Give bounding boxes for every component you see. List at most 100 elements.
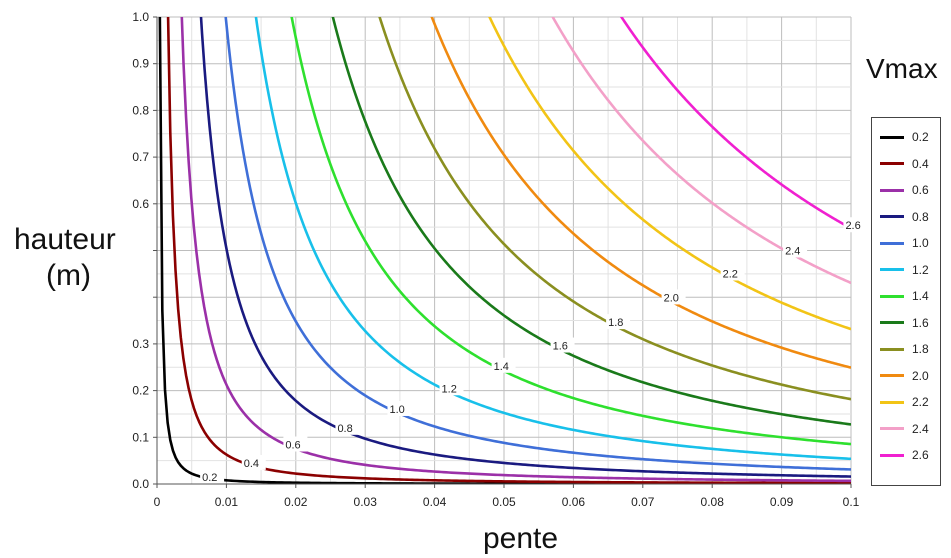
legend-item: 2.2 (872, 389, 940, 416)
curve-label-1.8: 1.8 (608, 317, 623, 329)
y-tick-label: 0.9 (132, 57, 149, 71)
series-line-1.2 (254, 17, 851, 461)
y-tick-labels: 0.0 0.1 0.2 0.3 0.6 0.7 0.8 0.9 1.0 (132, 10, 157, 491)
legend-item: 2.4 (872, 416, 940, 443)
curve-label-bg (387, 400, 412, 416)
x-tick-labels: 0 0.01 0.02 0.03 0.04 0.05 0.06 0.07 0.08 0.09 0.1 (154, 484, 860, 509)
curve-label-2.0: 2.0 (664, 292, 679, 304)
legend-label: 2.4 (912, 421, 929, 436)
series-line-1.4 (290, 17, 851, 446)
series-line-0.4 (166, 17, 851, 484)
legend-swatch (880, 347, 904, 351)
x-tick-label: 0.06 (562, 495, 586, 509)
x-tick-label: 0.05 (492, 495, 516, 509)
y-axis-label: hauteur (m) (14, 222, 164, 294)
curve-label-bg (606, 314, 631, 330)
legend-item: 0.6 (872, 177, 940, 204)
legend-swatch (880, 453, 904, 457)
curve-label-1.0: 1.0 (389, 404, 404, 416)
y-tick-label: 0.6 (132, 197, 149, 211)
series-line-2.4 (551, 17, 851, 285)
curve-label-2.2: 2.2 (723, 268, 738, 280)
legend-label: 2.6 (912, 448, 929, 463)
y-axis-label-line2: (m) (46, 259, 91, 292)
legend-label: 1.8 (912, 342, 929, 357)
y-tick-label: 0.0 (132, 477, 149, 491)
y-tick-label: 0.1 (132, 430, 149, 444)
legend-swatch (880, 427, 904, 431)
legend-item: 2.6 (872, 442, 940, 469)
curve-label-0.2: 0.2 (202, 472, 217, 484)
series-line-2.2 (488, 17, 851, 331)
x-tick-label: 0.08 (701, 495, 725, 509)
curve-label-bg (491, 357, 516, 373)
curve-label-1.6: 1.6 (553, 341, 568, 353)
y-tick-label: 0.7 (132, 150, 149, 164)
curve-label-bg (283, 436, 308, 452)
curve-label-bg (550, 337, 575, 353)
legend-label: 0.2 (912, 130, 929, 145)
legend-swatch (880, 188, 904, 192)
legend-item: 1.0 (872, 230, 940, 257)
curve-label-bg (439, 380, 464, 396)
series-line-2.0 (430, 17, 851, 369)
legend-swatch (880, 294, 904, 298)
legend-swatch (880, 241, 904, 245)
legend-item: 0.4 (872, 151, 940, 178)
legend-label: 1.2 (912, 262, 929, 277)
x-tick-label: 0.01 (215, 495, 239, 509)
legend-label: 0.8 (912, 209, 929, 224)
legend-title: Vmax (866, 53, 938, 84)
x-tick-label: 0.02 (284, 495, 308, 509)
legend-item: 0.8 (872, 204, 940, 231)
y-tick-label: 0.3 (132, 337, 149, 351)
legend-swatch (880, 162, 904, 166)
legend-item: 1.6 (872, 310, 940, 337)
legend-item: 1.4 (872, 283, 940, 310)
x-axis-label: pente (483, 522, 559, 555)
legend-swatch (880, 400, 904, 404)
curve-label-2.4: 2.4 (785, 245, 800, 257)
legend-swatch (880, 215, 904, 219)
curve-label-bg (241, 454, 266, 470)
legend-swatch (880, 135, 904, 139)
legend-label: 2.2 (912, 395, 929, 410)
legend-swatch (880, 374, 904, 378)
curve-label-1.2: 1.2 (442, 383, 457, 395)
curve-label-bg (783, 242, 808, 258)
curve-label-bg (843, 217, 868, 233)
y-axis-label-line1: hauteur (14, 223, 116, 256)
series-line-2.6 (619, 17, 851, 230)
curve-label-0.8: 0.8 (337, 423, 352, 435)
legend-item: 0.2 (872, 124, 940, 151)
legend-label: 1.6 (912, 315, 929, 330)
x-tick-label: 0 (154, 495, 161, 509)
curve-label-bg (200, 468, 225, 484)
series-line-0.8 (199, 17, 851, 478)
curve-labels: 0.2 0.4 0.6 0.8 1.0 1.2 1.4 1.6 1.8 2.0 2.2 2.4 2.6 (200, 217, 868, 484)
y-tick-label: 0.2 (132, 384, 149, 398)
legend-label: 1.0 (912, 236, 929, 251)
curve-label-bg (335, 419, 360, 435)
legend: 0.2 0.4 0.6 0.8 1.0 1.2 1.4 1.6 1.8 2.0 2.2 2.4 2.6 (871, 117, 941, 486)
curve-label-2.6: 2.6 (845, 220, 860, 232)
curve-label-bg (720, 265, 745, 281)
curve-label-1.4: 1.4 (494, 361, 509, 373)
y-tick-label: 0.8 (132, 103, 149, 117)
legend-item: 1.8 (872, 336, 940, 363)
x-tick-label: 0.04 (423, 495, 447, 509)
x-tick-label: 0.1 (843, 495, 860, 509)
legend-label: 0.4 (912, 156, 929, 171)
legend-item: 2.0 (872, 363, 940, 390)
x-tick-label: 0.09 (770, 495, 794, 509)
curve-label-0.4: 0.4 (244, 458, 259, 470)
legend-label: 0.6 (912, 183, 929, 198)
legend-label: 2.0 (912, 368, 929, 383)
series-line-1.6 (331, 17, 851, 426)
x-tick-label: 0.03 (354, 495, 378, 509)
x-tick-label: 0.07 (631, 495, 655, 509)
legend-swatch (880, 268, 904, 272)
curve-label-bg (661, 289, 686, 305)
series-line-1.0 (224, 17, 851, 471)
